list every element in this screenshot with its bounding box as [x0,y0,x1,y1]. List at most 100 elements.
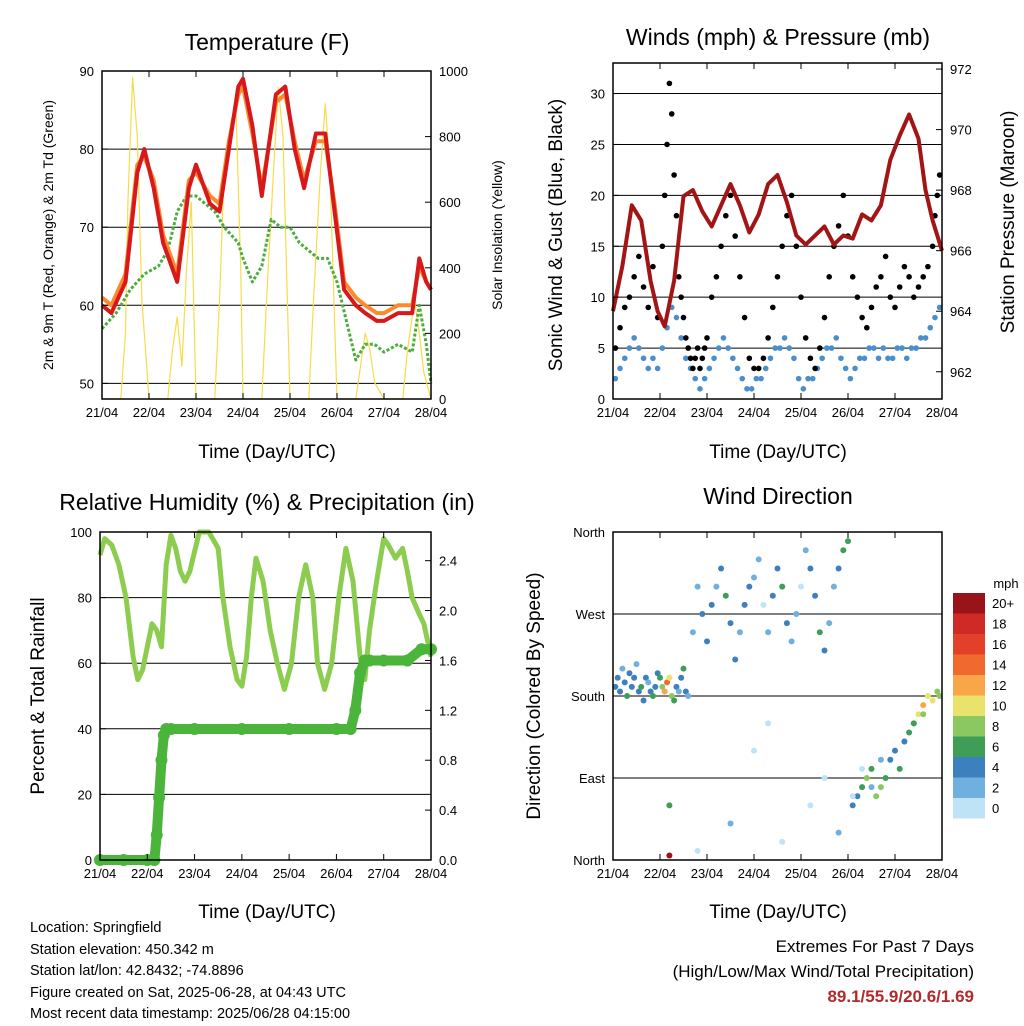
direction-point [830,583,837,590]
wind-point [894,345,901,351]
legend-swatch [953,593,985,614]
legend-label: 8 [992,719,999,734]
y-tick-label: West [576,607,606,622]
x-tick-label: 27/04 [367,866,400,881]
wind-point [683,355,689,362]
gust-point [765,335,771,341]
wind-point [936,304,943,311]
wind-point [908,345,915,351]
x-tick-label: 27/04 [879,405,912,420]
y2-tick-label: 972 [950,62,972,77]
gust-point [699,355,706,362]
gust-point [868,304,875,311]
wind-point [772,345,778,351]
legend-label: 4 [992,760,999,775]
legend-label: 20+ [992,596,1014,611]
gust-point [779,243,785,250]
wind-point [767,355,774,362]
gust-point [737,274,743,280]
gust-point [812,365,818,372]
gust-point [640,284,647,290]
legend-label: 14 [992,658,1006,673]
winds-y2label: Station Pressure (Maroon) [998,111,1019,334]
gust-point [678,294,684,300]
direction-point [612,683,619,690]
gust-point [770,304,776,311]
wind-point [918,335,924,341]
y-tick-label: 60 [78,656,92,671]
gust-point [727,192,734,199]
gust-point [659,243,666,250]
direction-point [736,629,743,636]
direction-point [783,620,790,627]
wind-point [871,345,877,351]
temperature-y2label: Solar Insolation (Yellow) [489,160,505,310]
wind-point [678,335,684,341]
legend-swatch [953,777,985,798]
legend-swatch [953,736,985,757]
y-tick-label: 60 [80,298,94,313]
rain-point [150,829,163,842]
direction-point [906,729,913,736]
direction-point [755,556,762,563]
wind-point [692,375,699,382]
y-tick-label: 90 [80,64,94,79]
gust-point [661,192,668,199]
wind-point [861,355,868,362]
y2-tick-label: 800 [439,130,461,145]
gust-point [636,253,642,260]
y2-tick-label: 400 [439,261,461,276]
direction-point [835,829,842,836]
x-tick-label: 22/04 [133,405,166,420]
gust-point [671,172,677,178]
direction-point [624,693,631,699]
humidity-title: Relative Humidity (%) & Precipitation (i… [59,489,474,515]
wind-point [842,365,849,372]
x-tick-label: 24/04 [226,866,259,881]
direction-point [671,697,678,704]
x-tick-label: 25/04 [273,866,306,881]
wind-point [762,365,769,372]
wind-point [875,355,882,362]
x-tick-label: 24/04 [738,405,771,420]
direction-point [631,674,638,681]
temperature-series [100,76,433,400]
y2-tick-label: 0.8 [439,753,457,768]
y2-tick-label: 600 [439,195,461,210]
wind-point [885,355,891,362]
direction-point [835,565,842,572]
gust-point [915,284,922,290]
y2-tick-label: 1.2 [439,703,457,718]
y-tick-label: South [571,689,605,704]
direction-point [849,802,856,809]
gust-point [626,294,633,300]
x-tick-label: 25/04 [785,405,818,420]
gust-point [746,355,753,362]
direction-point [882,775,889,781]
gust-point [723,212,729,219]
rain-point [401,654,414,667]
direction-point [673,683,680,690]
direction-point [877,784,884,791]
direction-point [751,574,757,581]
gust-point [673,212,680,219]
direction-point [845,538,851,545]
direction-point [628,683,635,690]
x-tick-label: 21/04 [84,866,117,881]
winds-plot-frame [612,62,943,400]
gust-point [835,223,842,229]
direction-point [873,793,880,800]
direction-point [924,693,931,699]
gust-point [892,304,898,311]
x-tick-label: 28/04 [415,866,448,881]
wind-point [636,345,642,351]
legend-swatch [953,695,985,716]
gust-point [760,355,767,362]
gust-point [708,294,715,300]
speed-legend: mph 20+ 18 16 14 12 10 8 6 4 2 0 [953,576,1019,819]
gust-point [755,365,762,372]
x-tick-label: 22/04 [644,405,677,420]
wind-point [640,355,647,362]
wind-point [828,345,835,351]
direction-point [765,720,772,727]
